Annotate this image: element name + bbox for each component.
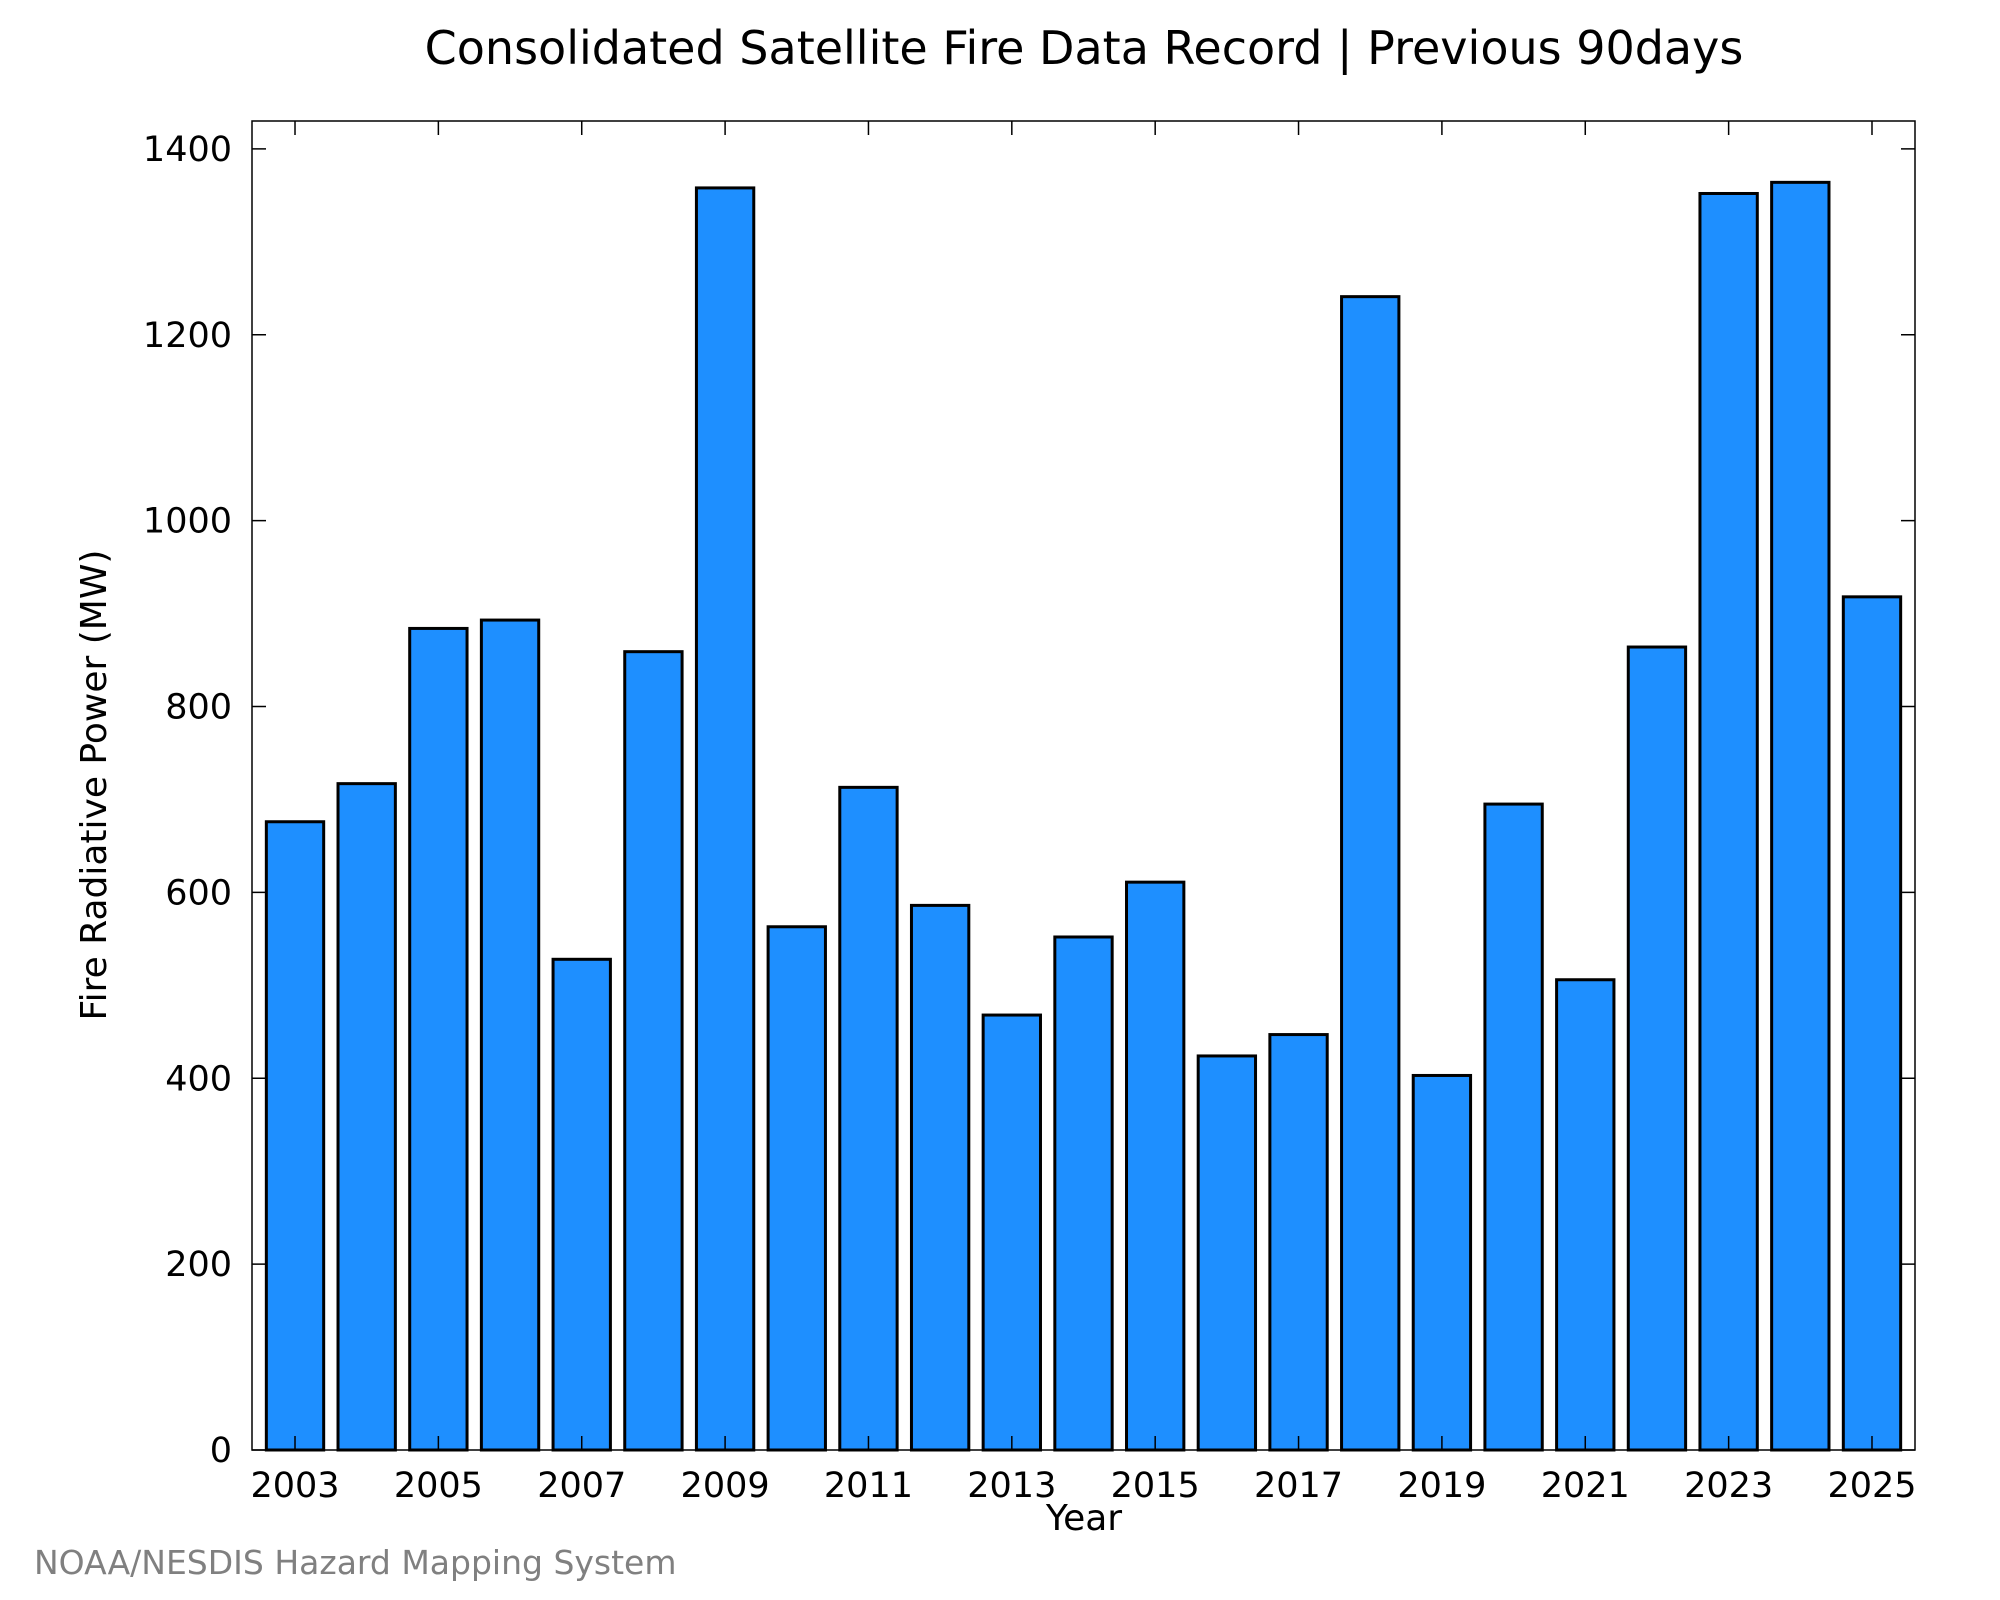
x-tick-label: 2023 [1684, 1466, 1773, 1506]
x-tick-label: 2007 [537, 1466, 626, 1506]
bar-2012 [909, 903, 971, 1452]
bar-2016 [1196, 1054, 1258, 1452]
y-tick-label: 1000 [143, 502, 232, 542]
bar-2020 [1483, 802, 1544, 1452]
x-tick-label: 2011 [824, 1466, 913, 1506]
y-tick-label: 800 [165, 688, 232, 728]
x-tick-label: 2013 [967, 1466, 1056, 1506]
bar-2021 [1555, 978, 1616, 1452]
bar-2023 [1698, 191, 1759, 1452]
bar-2003 [264, 820, 326, 1452]
bar-2005 [408, 626, 469, 1452]
y-tick-label: 1200 [143, 316, 232, 356]
x-tick-label: 2025 [1827, 1466, 1916, 1506]
x-tick-label: 2019 [1397, 1466, 1486, 1506]
bar-2013 [981, 1013, 1042, 1452]
bar-2024 [1770, 180, 1831, 1452]
x-tick-label: 2009 [681, 1466, 770, 1506]
y-axis: 0 200 400 600 800 1000 1200 1400 [143, 130, 1915, 1471]
bars-group [264, 180, 1903, 1452]
bar-2015 [1125, 880, 1186, 1452]
y-tick-label: 1400 [143, 130, 232, 170]
x-tick-label: 2015 [1111, 1466, 1200, 1506]
bar-2007 [551, 957, 612, 1452]
bar-2006 [479, 618, 541, 1452]
y-axis-label: Fire Radiative Power (MW) [74, 550, 115, 1021]
y-tick-label: 400 [165, 1059, 232, 1099]
x-tick-label: 2021 [1541, 1466, 1630, 1506]
bar-2014 [1053, 935, 1114, 1452]
bar-2018 [1340, 295, 1401, 1452]
bar-2010 [766, 925, 827, 1452]
x-axis: 2003 2005 2007 2009 2011 2013 2015 2017 2019 2021… [250, 121, 1917, 1506]
y-tick-label: 200 [165, 1245, 232, 1285]
bar-2025 [1841, 595, 1903, 1452]
bar-2022 [1626, 645, 1688, 1452]
x-axis-label: Year [1045, 1498, 1122, 1539]
x-tick-label: 2005 [394, 1466, 483, 1506]
bar-2019 [1411, 1073, 1473, 1452]
bar-2004 [336, 782, 397, 1452]
bar-2009 [694, 186, 756, 1452]
source-credit: NOAA/NESDIS Hazard Mapping System [34, 1543, 677, 1582]
bar-2008 [623, 650, 684, 1452]
y-tick-label: 0 [210, 1431, 232, 1471]
x-tick-label: 2017 [1254, 1466, 1343, 1506]
y-tick-label: 600 [165, 873, 232, 913]
bar-2017 [1268, 1033, 1329, 1452]
bar-2011 [838, 785, 899, 1452]
chart-title: Consolidated Satellite Fire Data Record … [425, 21, 1744, 76]
x-tick-label: 2003 [250, 1466, 339, 1506]
